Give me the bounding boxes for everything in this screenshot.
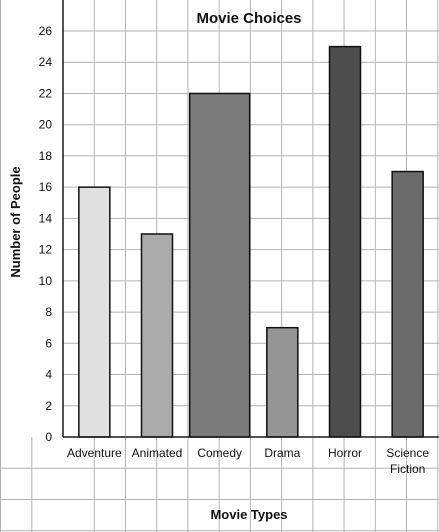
- x-category-label: Animated: [132, 446, 183, 460]
- x-category-label: Drama: [264, 446, 300, 460]
- chart-title: Movie Choices: [196, 10, 301, 27]
- y-tick-label: 2: [45, 399, 52, 413]
- x-category-label: Science Fiction: [386, 446, 429, 476]
- y-tick-label: 4: [45, 368, 52, 382]
- bars-group: [78, 45, 424, 438]
- x-category-label: Adventure: [67, 446, 122, 460]
- y-tick-label: 16: [39, 180, 53, 194]
- y-tick-label: 18: [39, 149, 53, 163]
- y-tick-label: 12: [39, 243, 53, 257]
- y-tick-label: 20: [39, 118, 53, 132]
- bar-animated: [140, 233, 174, 438]
- y-tick-label: 26: [39, 24, 53, 38]
- y-tick-label: 22: [39, 86, 53, 100]
- bar-drama: [266, 326, 299, 438]
- y-tick-label: 10: [39, 274, 53, 288]
- y-axis-title: Number of People: [8, 166, 23, 277]
- bar-comedy: [188, 92, 251, 438]
- x-category-label: Comedy: [197, 446, 242, 460]
- y-tick-label: 24: [39, 55, 53, 69]
- x-axis-title: Movie Types: [210, 507, 287, 522]
- y-tick-label: 6: [45, 336, 52, 350]
- x-category-label: Horror: [328, 446, 362, 460]
- bar-horror: [328, 45, 362, 438]
- bar-science-fiction: [391, 170, 424, 438]
- x-category-labels: Adventure Animated Comedy Drama Horror Scienc…: [67, 446, 429, 476]
- y-tick-label: 14: [39, 211, 53, 225]
- y-tick-label: 0: [45, 430, 52, 444]
- bar-adventure: [78, 186, 111, 438]
- y-tick-label: 8: [45, 305, 52, 319]
